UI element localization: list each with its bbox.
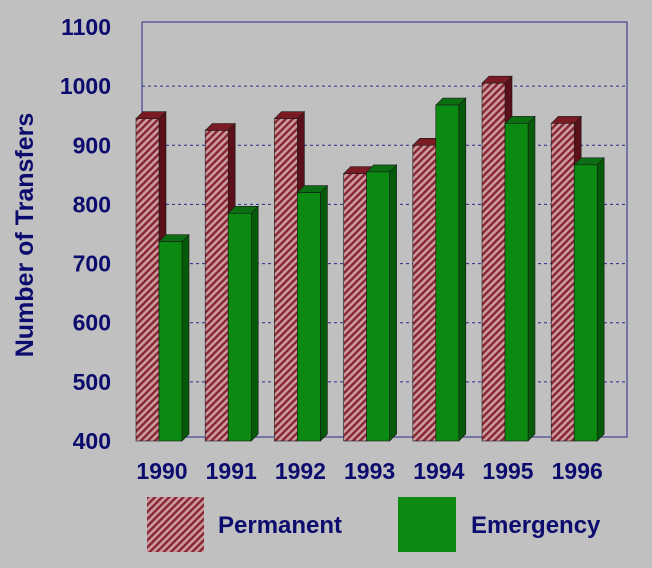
- bar-emergency-1993: [365, 164, 398, 442]
- y-tick-label: 1000: [60, 73, 111, 99]
- y-tick-label: 600: [73, 310, 111, 336]
- y-tick-label: 400: [73, 428, 111, 454]
- y-tick-label: 500: [73, 369, 111, 395]
- x-tick-label: 1992: [275, 458, 326, 484]
- bar-emergency-1991: [227, 205, 259, 442]
- x-tick-label: 1994: [413, 458, 464, 484]
- bar-emergency-1994: [435, 97, 467, 442]
- legend: Permanent Emergency: [147, 497, 601, 552]
- x-tick-label: 1990: [136, 458, 187, 484]
- x-tick-label: 1991: [206, 458, 257, 484]
- x-tick-label: 1995: [482, 458, 533, 484]
- legend-label-permanent: Permanent: [218, 512, 342, 539]
- bar-emergency-1992: [296, 184, 329, 442]
- y-axis-ticks: 400 500 600 700 800 900 1000 1100: [60, 14, 111, 454]
- legend-label-emergency: Emergency: [471, 512, 601, 539]
- bars: [135, 75, 605, 442]
- y-axis-title: Number of Transfers: [11, 113, 39, 358]
- bar-emergency-1990: [158, 233, 190, 442]
- x-tick-label: 1996: [552, 458, 603, 484]
- y-tick-label: 800: [73, 191, 111, 217]
- x-axis-labels: 1990 1991 1992 1993 1994 1995 1996: [136, 458, 602, 484]
- y-tick-label: 1100: [61, 14, 111, 40]
- bar-emergency-1996: [573, 157, 605, 442]
- legend-swatch-emergency: [398, 497, 456, 552]
- legend-swatch-permanent: [147, 497, 204, 552]
- y-tick-label: 700: [73, 251, 111, 277]
- x-tick-label: 1993: [344, 458, 395, 484]
- bar-emergency-1995: [504, 115, 536, 442]
- y-tick-label: 900: [73, 132, 111, 158]
